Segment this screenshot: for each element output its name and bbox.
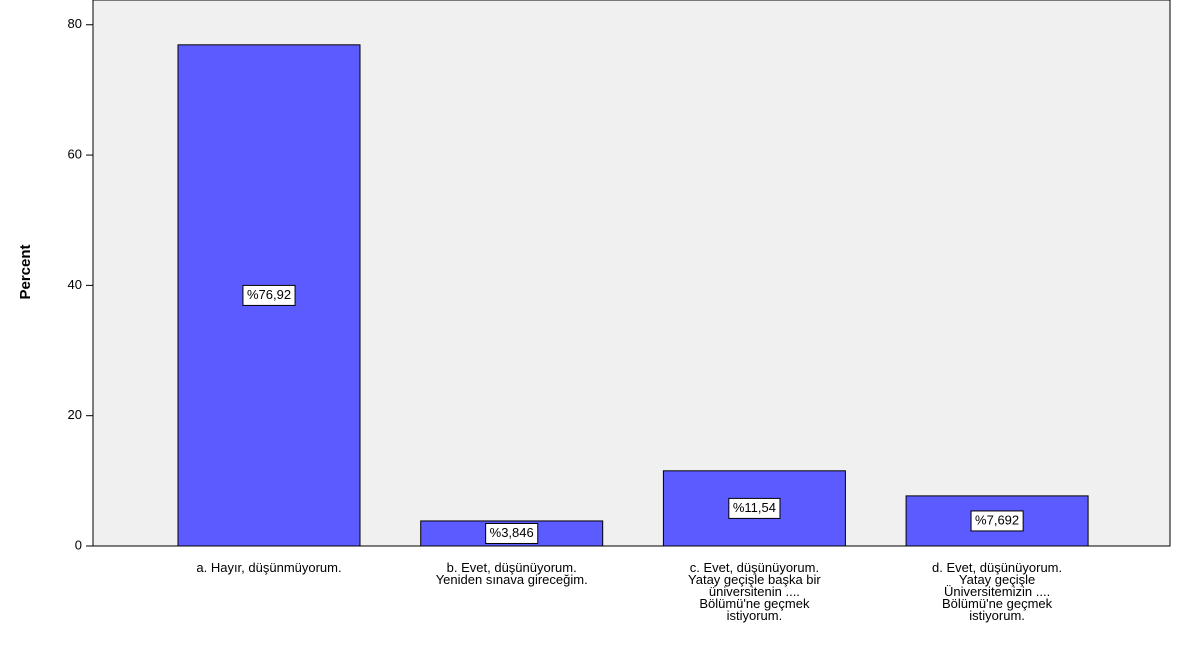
x-tick-label: üniversitenin .... — [709, 584, 800, 599]
y-axis-label: Percent — [17, 244, 34, 299]
value-label: %11,54 — [728, 497, 781, 519]
value-label: %3,846 — [485, 522, 539, 544]
y-tick-label: 80 — [68, 16, 82, 31]
value-label: %76,92 — [242, 284, 296, 306]
value-label-text: %7,692 — [975, 512, 1019, 527]
x-tick-label: Yatay geçişle — [959, 572, 1035, 587]
bar — [177, 44, 361, 547]
value-label-text: %3,846 — [490, 525, 534, 540]
value-label-box — [485, 522, 539, 544]
value-label-box — [970, 510, 1024, 532]
value-label-text: %11,54 — [733, 500, 776, 515]
y-tick-label: 60 — [68, 147, 82, 162]
x-tick-label: Yeniden sınava gireceğim. — [436, 572, 588, 587]
y-tick-label: 0 — [75, 537, 82, 552]
value-label-box — [242, 284, 296, 306]
x-tick-label: d. Evet, düşünüyorum. — [932, 560, 1062, 575]
x-tick-label: Bölümü'ne geçmek — [942, 596, 1053, 611]
x-tick-label: b. Evet, düşünüyorum. — [447, 560, 577, 575]
x-tick-label: istiyorum. — [969, 608, 1025, 623]
y-tick-label: 40 — [68, 277, 82, 292]
x-tick-label: Bölümü'ne geçmek — [699, 596, 810, 611]
value-label: %7,692 — [970, 510, 1024, 532]
x-tick-label: c. Evet, düşünüyorum. — [690, 560, 819, 575]
x-tick-label: istiyorum. — [727, 608, 783, 623]
value-label-box — [728, 497, 781, 519]
y-tick-label: 20 — [68, 407, 82, 422]
value-label-text: %76,92 — [247, 287, 291, 302]
x-tick-label: Yatay geçişle başka bir — [688, 572, 821, 587]
x-tick-label: a. Hayır, düşünmüyorum. — [196, 560, 341, 575]
x-tick-label: Üniversitemizin .... — [944, 584, 1050, 599]
